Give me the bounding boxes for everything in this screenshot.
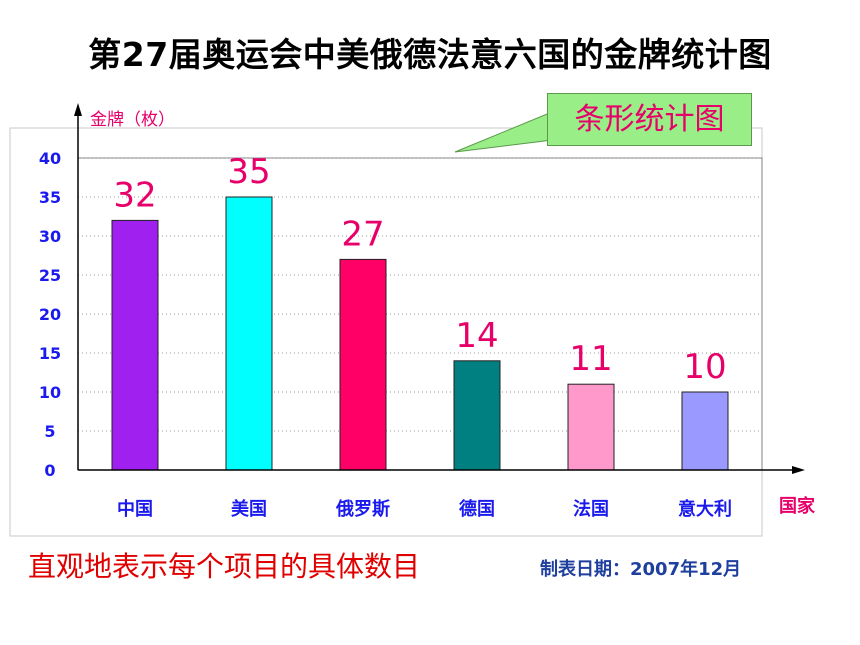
y-axis-label: 金牌（枚）: [90, 110, 175, 130]
bars: [111, 196, 729, 471]
value-label: 35: [227, 152, 270, 192]
x-tick-label: 俄罗斯: [335, 498, 390, 520]
y-tick-label: 0: [44, 461, 55, 480]
y-tick-label: 20: [39, 305, 61, 324]
bar-1: [225, 196, 273, 471]
y-tick-label: 15: [39, 344, 61, 363]
x-tick-labels: 中国 美国 俄罗斯 德国 法国 意大利: [117, 498, 732, 520]
y-tick-label: 30: [39, 227, 61, 246]
bar-3: [453, 360, 501, 471]
date-note: 制表日期：2007年12月: [540, 559, 742, 580]
bar-4: [567, 383, 615, 471]
y-axis-arrow: [74, 103, 82, 116]
x-tick-label: 意大利: [678, 498, 732, 520]
callout-label: 条形统计图: [547, 93, 752, 146]
y-tick-label: 10: [39, 383, 61, 402]
value-label: 32: [113, 175, 156, 215]
x-tick-label: 德国: [459, 498, 495, 520]
value-label: 10: [683, 347, 726, 387]
bar-0: [111, 219, 159, 471]
value-label: 27: [341, 214, 384, 254]
value-label: 14: [455, 316, 498, 356]
x-tick-label: 美国: [231, 498, 267, 520]
x-tick-label: 中国: [117, 498, 153, 520]
y-tick-label: 35: [39, 188, 61, 207]
caption: 直观地表示每个项目的具体数目: [28, 550, 421, 583]
y-tick-label: 25: [39, 266, 61, 285]
x-tick-label: 法国: [573, 498, 609, 520]
value-label: 11: [569, 339, 612, 379]
x-axis-label: 国家: [779, 495, 816, 517]
chart-title: 第27届奥运会中美俄德法意六国的金牌统计图: [88, 35, 772, 74]
y-tick-labels: 0 5 10 15 20 25 30 35 40: [39, 149, 61, 480]
y-tick-label: 40: [39, 149, 61, 168]
bar-2: [339, 258, 387, 471]
bar-5: [681, 391, 729, 471]
value-labels: 32 35 27 14 11 10: [113, 152, 726, 387]
y-tick-label: 5: [44, 422, 55, 441]
x-axis-arrow: [792, 466, 805, 474]
